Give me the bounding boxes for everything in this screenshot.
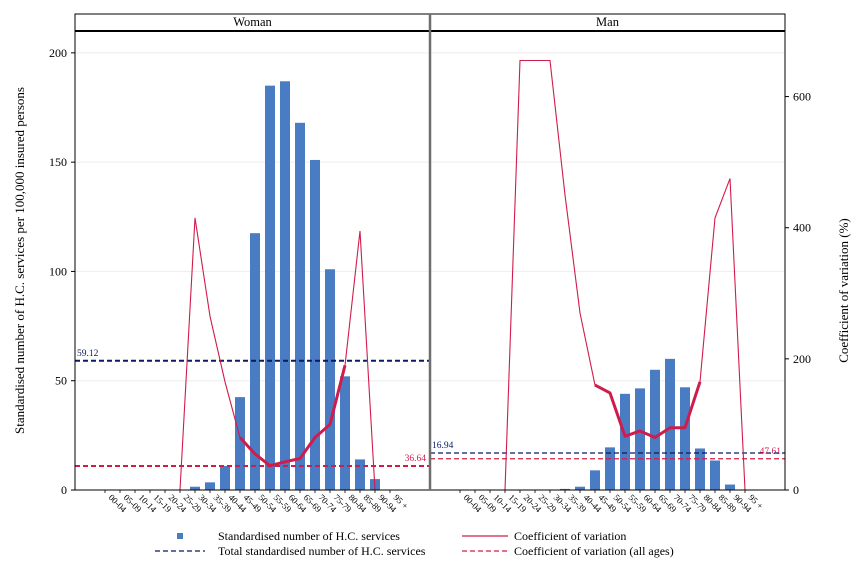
legend-label: Coefficient of variation	[514, 529, 626, 543]
bar-man-11	[620, 393, 630, 490]
y-right-tick-label: 200	[793, 352, 811, 366]
bar-man-12	[635, 388, 645, 490]
y-left-tick-label: 150	[49, 155, 67, 169]
bar-woman-7	[205, 482, 215, 490]
bar-man-13	[650, 369, 660, 490]
y-right-tick-label: 600	[793, 90, 811, 104]
bar-man-10	[605, 447, 615, 490]
cv-all-label-woman: 36.64	[405, 454, 427, 464]
bar-man-16	[695, 448, 705, 490]
y-left-axis-label: Standardised number of H.C. services per…	[12, 87, 27, 434]
y-right-tick-label: 0	[793, 483, 799, 497]
bar-woman-16	[340, 376, 350, 490]
y-right-axis-label: Coefficient of variation (%)	[836, 218, 851, 363]
total-label-man: 16.94	[432, 441, 454, 451]
legend-label: Total standardised number of H.C. servic…	[218, 544, 426, 558]
bar-woman-14	[310, 159, 320, 490]
cv-line-bold-woman	[238, 365, 347, 468]
bar-man-8	[575, 486, 585, 490]
bar-woman-6	[190, 486, 200, 490]
strip-label-man: Man	[596, 15, 620, 29]
legend-swatch-bar	[177, 533, 183, 539]
y-left-tick-label: 200	[49, 46, 67, 60]
legend-label: Standardised number of H.C. services	[218, 529, 400, 543]
legend: Standardised number of H.C. services Coef…	[155, 529, 674, 558]
bar-man-17	[710, 460, 720, 490]
y-right-tick-label: 400	[793, 221, 811, 235]
bar-woman-12	[280, 81, 290, 491]
bar-woman-8	[220, 465, 230, 490]
bars	[190, 81, 735, 491]
legend-label: Coefficient of variation (all ages)	[514, 544, 674, 558]
bar-man-14	[665, 358, 675, 490]
y-left-tick-label: 100	[49, 264, 67, 278]
cv-lines	[179, 59, 746, 491]
bar-woman-13	[295, 122, 305, 491]
bar-woman-17	[355, 459, 365, 490]
strip-label-woman: Woman	[233, 15, 272, 29]
bar-man-15	[680, 387, 690, 490]
reference-lines: 59.12 36.64 16.94 47.61	[75, 349, 785, 467]
y-left-tick-label: 0	[61, 483, 67, 497]
bar-woman-9	[235, 397, 245, 490]
cv-line-bold-man	[594, 381, 702, 440]
bar-woman-15	[325, 269, 335, 490]
bar-man-18	[725, 484, 735, 490]
bar-man-9	[590, 470, 600, 490]
bar-man-7	[560, 488, 570, 490]
total-label-woman: 59.12	[77, 349, 99, 359]
bar-woman-11	[265, 85, 275, 491]
cv-all-label-man: 47.61	[760, 447, 782, 457]
panel-frames: Woman Man	[74, 13, 786, 491]
y-left-tick-label: 50	[55, 374, 67, 388]
